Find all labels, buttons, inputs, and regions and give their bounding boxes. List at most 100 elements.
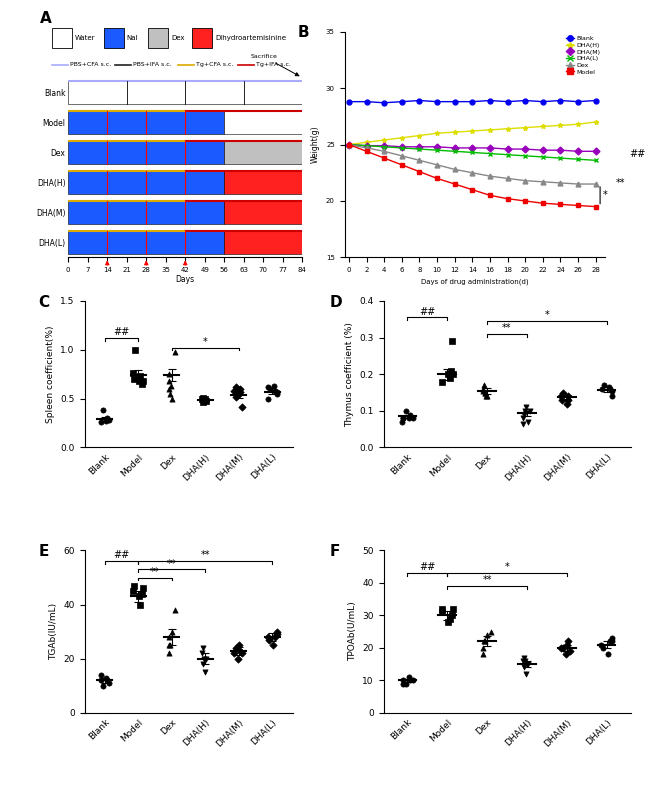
Text: B: B [298,25,309,40]
Point [196,647,207,660]
Text: E: E [39,544,49,559]
Point [447,335,457,348]
Y-axis label: Weight(g): Weight(g) [311,126,320,163]
Text: **: ** [502,323,512,333]
Point [400,677,411,690]
Model [521,196,529,206]
Point [562,397,572,410]
DHA(L) [592,155,599,165]
Bar [68,82,302,104]
Point [128,584,138,597]
Point [100,415,110,428]
Point [272,387,282,400]
Point [607,384,618,397]
Point [198,657,209,670]
Point [448,603,458,615]
Point [478,648,489,661]
DHA(H) [469,126,476,135]
DHA(L) [398,143,406,153]
Text: C: C [39,295,50,310]
Point [520,654,530,667]
Point [480,386,490,399]
DHA(M) [380,141,388,150]
Blank [592,96,599,105]
Point [517,412,528,425]
Blank [415,96,423,105]
Point [405,674,415,687]
Point [234,387,244,400]
DHA(L) [345,139,353,149]
Point [408,412,418,425]
Point [478,635,489,648]
Point [480,386,490,399]
Line: DHA(L): DHA(L) [346,142,598,163]
Point [263,392,273,405]
Bar [68,201,224,223]
Blank [380,98,388,108]
Point [199,653,209,665]
Point [443,367,454,381]
Blank [574,97,582,106]
Bar [68,231,224,253]
Point [558,386,568,399]
Dex [363,143,370,153]
X-axis label: Days: Days [176,275,195,284]
Point [596,638,606,651]
Model [556,200,564,209]
Point [234,639,244,652]
Model [486,191,494,200]
Line: Blank: Blank [346,98,598,105]
Point [398,412,408,425]
Model [380,154,388,163]
Model [574,200,582,210]
Point [603,648,613,661]
Point [437,603,447,615]
Text: Sacrifice: Sacrifice [250,54,299,76]
Point [405,408,415,421]
Point [606,390,617,402]
Point [563,390,573,402]
DHA(H) [380,135,388,145]
DHA(H) [363,138,370,147]
Point [270,630,281,643]
Point [163,375,174,387]
Text: *: * [504,562,510,573]
Dex [521,176,529,185]
Point [200,666,210,679]
Dex [504,173,512,183]
Point [136,588,147,600]
Point [98,404,109,417]
Point [138,582,148,595]
Point [478,383,489,395]
Point [478,642,489,654]
Blank [450,97,458,106]
Blank [433,97,441,106]
Point [556,394,567,406]
Point [268,639,279,652]
Point [563,394,573,406]
Point [563,635,573,648]
Model [592,202,599,211]
Point [104,413,114,426]
Point [136,378,147,390]
Text: **: ** [150,567,160,577]
Text: *: * [603,190,608,200]
Point [445,371,455,384]
Point [478,384,489,397]
Point [98,680,109,692]
Point [519,661,530,674]
Point [163,639,174,652]
Point [96,668,107,681]
Bar [224,112,302,134]
Point [263,381,274,394]
Bar [68,112,224,134]
Text: A: A [40,11,52,26]
Point [235,383,245,395]
Y-axis label: TPOAb(U/mL): TPOAb(U/mL) [348,602,357,661]
Point [482,629,493,642]
Text: Dihydroartemisinine: Dihydroartemisinine [215,35,286,40]
Point [265,383,276,395]
Text: ##: ## [419,562,436,573]
Point [272,386,282,398]
DHA(M) [592,147,599,156]
